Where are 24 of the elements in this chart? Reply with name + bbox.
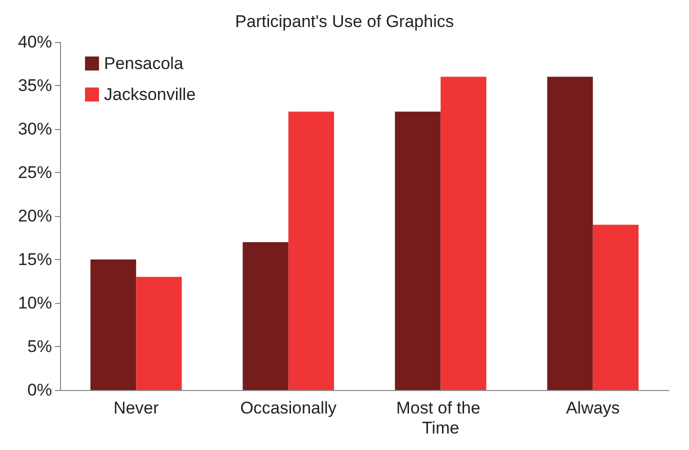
x-tick-label: Always	[566, 398, 620, 418]
y-tick-label: 30%	[18, 120, 52, 138]
y-tick-label: 40%	[18, 32, 52, 52]
bar	[288, 112, 334, 390]
x-tick-label: Occasionally	[240, 398, 338, 418]
bar	[592, 224, 639, 390]
y-tick-label: 15%	[18, 250, 52, 269]
bar	[394, 112, 441, 390]
bar	[90, 260, 136, 390]
y-tick-label: 25%	[18, 163, 52, 182]
y-tick-label: 20%	[18, 206, 52, 226]
x-tick-label: Most of the Time	[396, 398, 486, 438]
bar	[547, 76, 593, 390]
y-tick-label: 10%	[18, 294, 52, 312]
bar	[242, 242, 288, 390]
y-tick-label: 35%	[18, 76, 52, 95]
chart-title: Participant's Use of Graphics	[235, 12, 454, 31]
bar	[136, 276, 182, 390]
bar	[440, 76, 486, 390]
legend-label: Jacksonville	[104, 85, 196, 104]
x-tick-label: Never	[113, 398, 160, 418]
y-tick-label: 0%	[27, 380, 52, 400]
legend-label: Pensacola	[104, 54, 184, 73]
y-tick-label: 5%	[27, 337, 52, 356]
